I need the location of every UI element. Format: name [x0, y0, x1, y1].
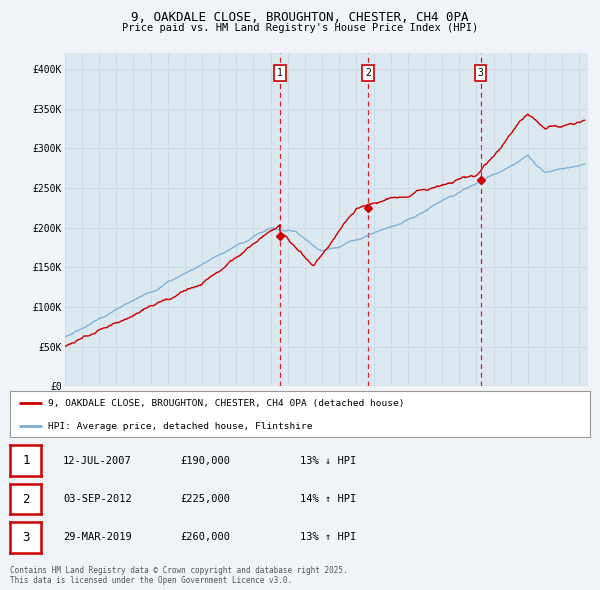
- Text: 2: 2: [365, 68, 371, 78]
- Text: 13% ↓ HPI: 13% ↓ HPI: [300, 456, 356, 466]
- Text: 14% ↑ HPI: 14% ↑ HPI: [300, 494, 356, 504]
- Text: Price paid vs. HM Land Registry's House Price Index (HPI): Price paid vs. HM Land Registry's House …: [122, 23, 478, 33]
- Text: 12-JUL-2007: 12-JUL-2007: [63, 456, 132, 466]
- Text: Contains HM Land Registry data © Crown copyright and database right 2025.
This d: Contains HM Land Registry data © Crown c…: [10, 566, 348, 585]
- Text: 1: 1: [22, 454, 29, 467]
- Text: 03-SEP-2012: 03-SEP-2012: [63, 494, 132, 504]
- Text: 2: 2: [22, 493, 29, 506]
- Text: 9, OAKDALE CLOSE, BROUGHTON, CHESTER, CH4 0PA (detached house): 9, OAKDALE CLOSE, BROUGHTON, CHESTER, CH…: [48, 399, 404, 408]
- Text: 3: 3: [22, 531, 29, 544]
- Text: £190,000: £190,000: [180, 456, 230, 466]
- Text: 1: 1: [277, 68, 283, 78]
- Text: HPI: Average price, detached house, Flintshire: HPI: Average price, detached house, Flin…: [48, 422, 313, 431]
- Text: 3: 3: [478, 68, 484, 78]
- Text: 29-MAR-2019: 29-MAR-2019: [63, 533, 132, 542]
- Text: 13% ↑ HPI: 13% ↑ HPI: [300, 533, 356, 542]
- Text: £260,000: £260,000: [180, 533, 230, 542]
- Text: 9, OAKDALE CLOSE, BROUGHTON, CHESTER, CH4 0PA: 9, OAKDALE CLOSE, BROUGHTON, CHESTER, CH…: [131, 11, 469, 24]
- Text: £225,000: £225,000: [180, 494, 230, 504]
